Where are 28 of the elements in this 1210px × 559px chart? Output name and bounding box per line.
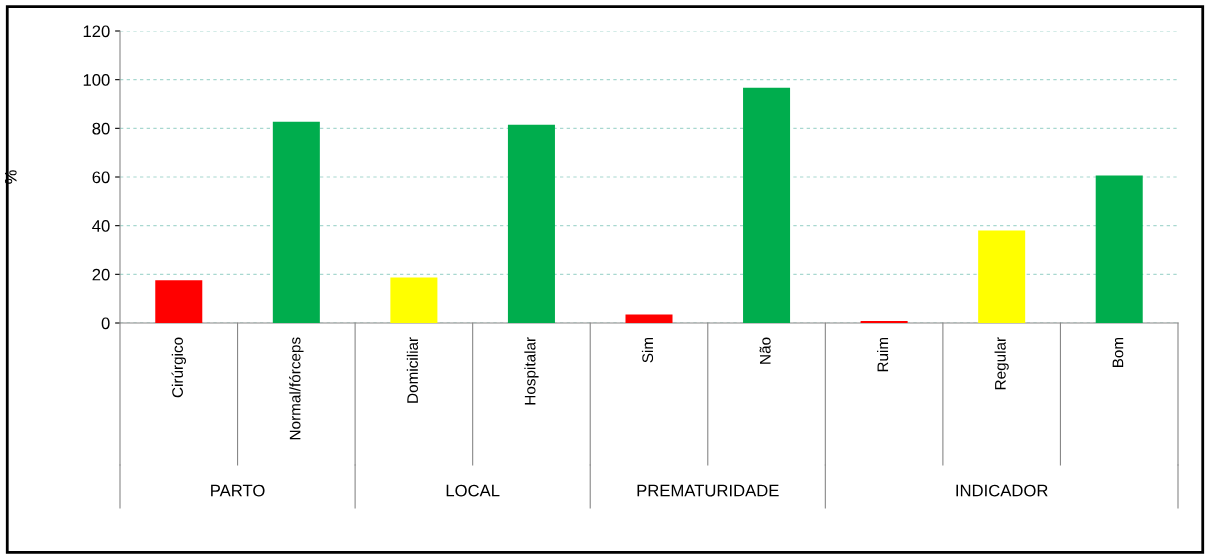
bar <box>507 124 555 323</box>
y-tick-label: 120 <box>83 25 110 38</box>
bar <box>1095 175 1143 323</box>
x-tick-label: Cirúrgico <box>171 337 186 398</box>
bar <box>155 280 203 323</box>
x-tick-label: Normal/fórceps <box>289 337 304 440</box>
bar <box>743 87 791 323</box>
y-tick-label: 0 <box>101 317 110 330</box>
bar <box>390 277 438 323</box>
text: INDICADOR <box>956 484 1048 497</box>
x-tick-label: Hospitalar <box>524 337 539 405</box>
x-tick-label: Regular <box>994 337 1009 390</box>
text: LOCAL <box>446 484 500 497</box>
x-tick-label: Não <box>759 337 771 364</box>
text: PARTO <box>211 484 265 497</box>
text: PREMATURIDADE <box>637 484 779 497</box>
x-tick-label: Bom <box>1112 337 1124 368</box>
x-tick-label: Ruim <box>876 337 889 372</box>
bar <box>625 314 673 323</box>
x-tick-label: Sim <box>641 337 654 363</box>
y-tick-label: 80 <box>92 122 110 135</box>
y-tick-label: 20 <box>92 268 110 281</box>
y-tick-label: 40 <box>92 220 110 232</box>
x-tick-label: Domiciliar <box>406 337 418 403</box>
y-tick-label: 100 <box>83 74 110 86</box>
bar <box>272 121 320 323</box>
bar <box>978 230 1026 323</box>
y-tick-label: 60 <box>92 171 110 184</box>
